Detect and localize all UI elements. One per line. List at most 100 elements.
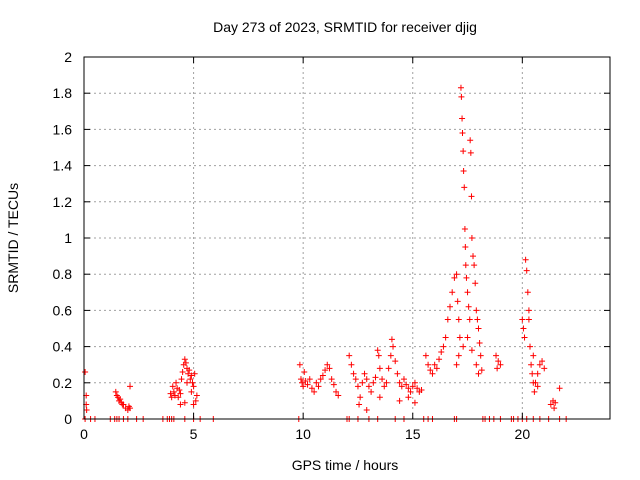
data-point [311,388,318,395]
data-point [359,379,366,386]
data-point [317,376,324,383]
data-point [333,388,340,395]
x-tick-label: 5 [190,426,198,442]
data-point [356,401,363,408]
data-point [427,367,434,374]
y-tick-label: 1.8 [53,85,73,101]
data-point [184,379,191,386]
data-point [468,347,475,354]
data-point [405,385,412,392]
data-point [525,307,532,314]
data-point [185,370,192,377]
data-point [521,334,528,341]
data-point [354,383,361,390]
y-tick-label: 2 [64,49,72,65]
data-point [330,381,337,388]
data-point [497,361,504,368]
data-point [299,379,306,386]
data-point [532,379,539,386]
data-point [169,383,176,390]
data-point [534,370,541,377]
data-point [127,383,134,390]
data-point [173,379,180,386]
data-point [181,356,188,363]
data-point [403,381,410,388]
data-point [405,394,412,401]
data-point [182,359,189,366]
data-point [328,376,335,383]
data-point [528,361,535,368]
data-point [552,399,559,406]
data-point [453,361,460,368]
data-point [447,303,454,310]
data-point [375,352,382,359]
data-point [296,361,303,368]
data-point [541,365,548,372]
data-point [376,365,383,372]
data-point [464,289,471,296]
data-point [449,289,456,296]
data-point [167,390,174,397]
data-point [177,401,184,408]
data-point [381,383,388,390]
data-point [308,385,315,392]
data-point [363,406,370,413]
data-point [465,303,472,310]
data-point [186,367,193,374]
data-point [385,365,392,372]
data-point [187,376,194,383]
data-point [379,376,386,383]
data-point [461,184,468,191]
data-point [411,399,418,406]
x-tick-label: 10 [295,426,311,442]
data-point [547,401,554,408]
data-point [352,376,359,383]
data-point [495,358,502,365]
data-point [181,399,188,406]
data-point [372,374,379,381]
data-point [83,406,90,413]
data-point [442,334,449,341]
data-point [534,383,541,390]
data-point [376,394,383,401]
data-point [473,361,480,368]
data-point [466,316,473,323]
data-point [460,343,467,350]
data-point [539,358,546,365]
data-point [463,274,470,281]
data-point [468,193,475,200]
data-point [459,130,466,137]
data-point [460,148,467,155]
data-point [189,379,196,386]
data-point [396,379,403,386]
data-point [392,358,399,365]
data-point [188,388,195,395]
data-point [530,352,537,359]
x-tick-label: 15 [405,426,421,442]
data-point [400,376,407,383]
data-point [188,372,195,379]
data-point [170,388,177,395]
data-point [368,388,375,395]
data-point [398,383,405,390]
data-point [551,405,558,412]
data-point [522,256,529,263]
data-point [411,379,418,386]
data-point [494,365,501,372]
data-point [394,370,401,377]
data-point [472,280,479,287]
data-point [171,392,178,399]
data-point [458,93,465,100]
x-tick-labels: 0 5 10 15 20 [80,426,530,442]
data-point [112,388,119,395]
data-point [178,376,185,383]
data-point [315,383,322,390]
data-point [326,365,333,372]
data-point [527,343,534,350]
data-point [477,352,484,359]
data-point [524,289,531,296]
data-point [357,394,364,401]
data-point [478,367,485,374]
data-point [322,367,329,374]
